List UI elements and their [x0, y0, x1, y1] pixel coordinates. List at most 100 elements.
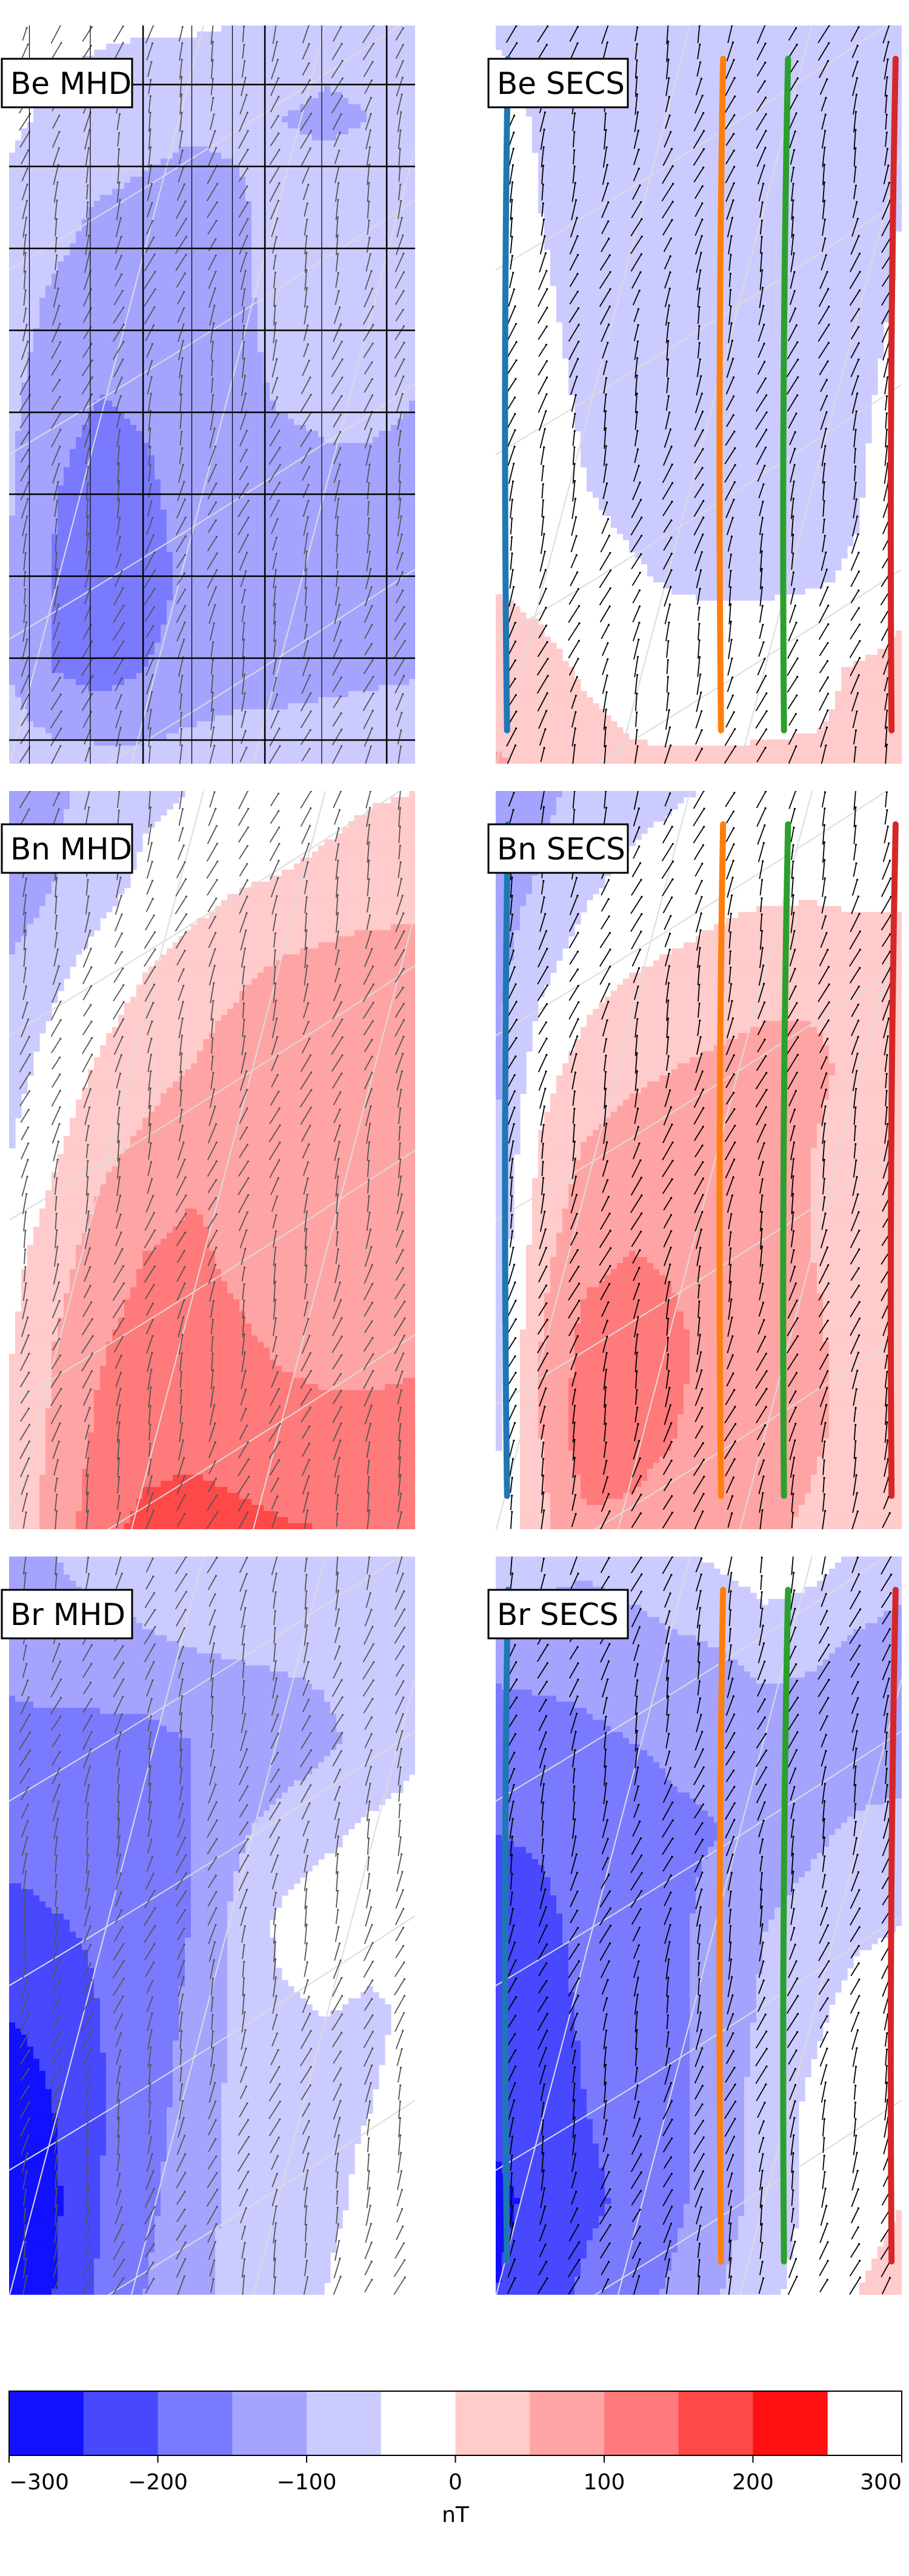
contour-cell [823, 1323, 902, 1330]
vector-arrow [301, 826, 311, 844]
vector-head [184, 621, 186, 624]
vector-arrow [115, 1232, 122, 1247]
contour-cell [526, 899, 587, 907]
contour-cell [27, 930, 95, 937]
vector-head [793, 166, 795, 169]
vector-arrow [728, 273, 731, 287]
vector-arrow [333, 432, 341, 445]
contour-cell [526, 1263, 551, 1270]
vector-head [338, 604, 341, 606]
vector-arrow [82, 1071, 92, 1091]
vector-arrow [882, 182, 890, 202]
vector-head [185, 235, 188, 238]
contour-cell [94, 1426, 415, 1433]
contour-cell [94, 1390, 415, 1396]
vector-arrow [51, 396, 61, 410]
contour-cell [829, 1402, 902, 1409]
vector-arrow [366, 807, 371, 827]
vector-head [336, 1193, 339, 1196]
vector-head [604, 745, 607, 747]
vector-arrow [853, 130, 856, 150]
vector-head [150, 483, 152, 486]
vector-head [245, 1070, 248, 1072]
vector-arrow [51, 429, 61, 448]
vector-arrow [727, 895, 733, 915]
contour-cell [52, 630, 161, 637]
vector-head [824, 199, 826, 202]
vector-head [855, 410, 857, 413]
vector-arrow [395, 1036, 404, 1056]
vector-arrow [115, 695, 122, 710]
vector-arrow [661, 861, 674, 879]
vector-head [575, 554, 578, 556]
vector-arrow [208, 949, 216, 967]
vector-arrow [271, 1055, 279, 1072]
vector-arrow [885, 95, 888, 114]
vector-arrow [177, 639, 185, 659]
vector-arrow [850, 658, 861, 676]
vector-arrow [270, 793, 279, 807]
contour-cell [27, 709, 234, 716]
vector-head [152, 1302, 154, 1305]
contour-cell [251, 213, 415, 220]
vector-arrow [662, 482, 673, 500]
vector-head [215, 825, 218, 827]
vector-arrow [849, 272, 861, 289]
vector-arrow [791, 200, 794, 220]
vector-head [577, 358, 579, 360]
contour-cell [52, 1178, 107, 1185]
vector-head [671, 878, 674, 881]
vector-arrow [269, 1460, 280, 1476]
vector-head [669, 792, 671, 795]
vector-arrow [853, 730, 857, 745]
vector-arrow [271, 218, 278, 237]
contour-cell [581, 442, 866, 450]
contour-cell [550, 1511, 799, 1518]
contour-cell [738, 912, 902, 919]
contour-cell [294, 1372, 415, 1379]
vector-head [27, 149, 30, 152]
vector-head [762, 287, 764, 289]
vector-arrow [333, 27, 342, 42]
contour-cell [684, 1317, 824, 1324]
contour-cell [9, 436, 16, 444]
vector-arrow [301, 1407, 311, 1423]
contour-cell [496, 37, 902, 44]
contour-cell [15, 1329, 58, 1336]
contour-cell [496, 630, 545, 637]
contour-cell [161, 1093, 415, 1100]
vector-arrow [885, 396, 888, 411]
contour-cell [520, 1408, 539, 1415]
vector-head [828, 323, 830, 326]
vector-head [371, 624, 373, 626]
vector-arrow [53, 182, 58, 203]
contour-cell [161, 1481, 216, 1487]
vector-arrow [147, 377, 153, 395]
vector-arrow [539, 429, 546, 449]
vector-head [370, 79, 373, 82]
vector-arrow [569, 42, 578, 61]
vector-arrow [541, 500, 544, 518]
contour-cell [556, 1250, 630, 1258]
vector-arrow [54, 200, 58, 220]
contour-cell [496, 1281, 508, 1288]
vector-arrow [539, 729, 546, 746]
contour-cell [756, 906, 842, 913]
contour-cell [9, 213, 88, 220]
vector-head [305, 1228, 308, 1230]
vector-arrow [115, 1055, 122, 1072]
contour-cell [52, 558, 173, 565]
contour-cell [45, 893, 119, 901]
vector-head [243, 1300, 245, 1302]
contour-cell [9, 237, 76, 244]
contour-cell [88, 1438, 415, 1445]
contour-cell [58, 1166, 113, 1173]
vector-arrow [881, 237, 891, 253]
vector-arrow [85, 1177, 88, 1196]
vector-arrow [634, 746, 639, 764]
contour-cell [841, 685, 902, 692]
vector-head [730, 639, 733, 641]
vector-head [278, 132, 280, 135]
vector-arrow [208, 255, 216, 270]
vector-arrow [694, 449, 704, 464]
